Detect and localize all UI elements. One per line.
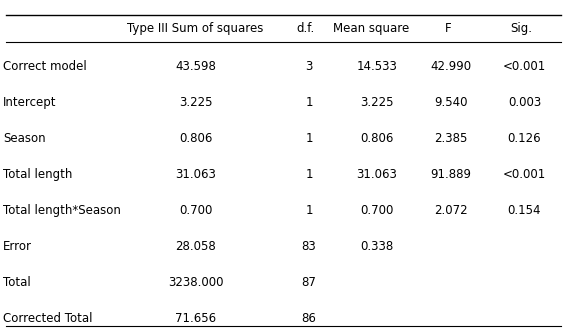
Text: d.f.: d.f. <box>296 22 314 35</box>
Text: <0.001: <0.001 <box>503 168 546 181</box>
Text: 0.126: 0.126 <box>507 132 541 145</box>
Text: 3.225: 3.225 <box>179 96 213 109</box>
Text: 0.806: 0.806 <box>361 132 393 145</box>
Text: Total: Total <box>3 276 31 289</box>
Text: 87: 87 <box>302 276 316 289</box>
Text: 0.338: 0.338 <box>361 240 393 253</box>
Text: 0.003: 0.003 <box>508 96 541 109</box>
Text: Mean square: Mean square <box>333 22 409 35</box>
Text: 0.700: 0.700 <box>361 204 393 217</box>
Text: Season: Season <box>3 132 45 145</box>
Text: 31.063: 31.063 <box>357 168 397 181</box>
Text: 3: 3 <box>305 60 313 73</box>
Text: 1: 1 <box>305 132 313 145</box>
Text: 14.533: 14.533 <box>357 60 397 73</box>
Text: 28.058: 28.058 <box>175 240 216 253</box>
Text: 3.225: 3.225 <box>360 96 394 109</box>
Text: 31.063: 31.063 <box>175 168 216 181</box>
Text: Sig.: Sig. <box>511 22 532 35</box>
Text: Total length: Total length <box>3 168 72 181</box>
Text: 1: 1 <box>305 96 313 109</box>
Text: 91.889: 91.889 <box>430 168 471 181</box>
Text: Error: Error <box>3 240 32 253</box>
Text: 43.598: 43.598 <box>175 60 216 73</box>
Text: 9.540: 9.540 <box>434 96 468 109</box>
Text: F: F <box>445 22 451 35</box>
Text: 71.656: 71.656 <box>175 312 216 325</box>
Text: Total length*Season: Total length*Season <box>3 204 121 217</box>
Text: 86: 86 <box>302 312 316 325</box>
Text: 0.806: 0.806 <box>179 132 212 145</box>
Text: Corrected Total: Corrected Total <box>3 312 92 325</box>
Text: Correct model: Correct model <box>3 60 87 73</box>
Text: 3238.000: 3238.000 <box>168 276 223 289</box>
Text: 0.700: 0.700 <box>179 204 212 217</box>
Text: 2.385: 2.385 <box>434 132 467 145</box>
Text: 83: 83 <box>302 240 316 253</box>
Text: 1: 1 <box>305 204 313 217</box>
Text: 0.154: 0.154 <box>507 204 541 217</box>
Text: Type III Sum of squares: Type III Sum of squares <box>128 22 264 35</box>
Text: Intercept: Intercept <box>3 96 56 109</box>
Text: 2.072: 2.072 <box>434 204 468 217</box>
Text: 1: 1 <box>305 168 313 181</box>
Text: <0.001: <0.001 <box>503 60 546 73</box>
Text: 42.990: 42.990 <box>430 60 471 73</box>
